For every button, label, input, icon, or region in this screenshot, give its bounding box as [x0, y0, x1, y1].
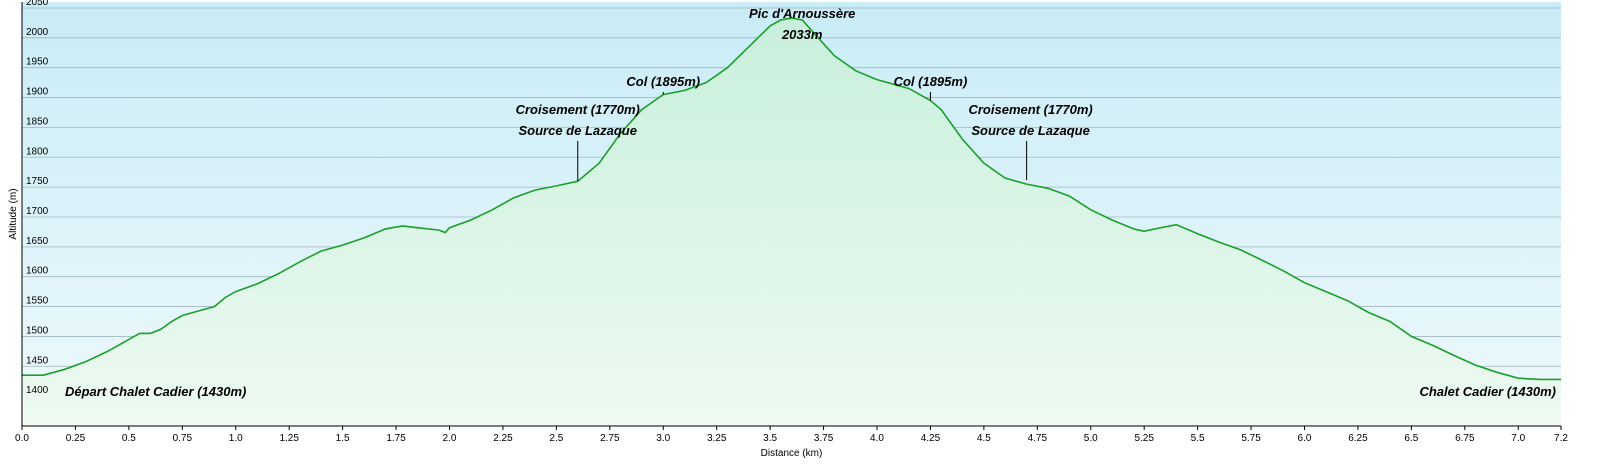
y-tick-label: 1450: [26, 355, 49, 366]
y-tick-label: 1950: [26, 57, 49, 68]
x-axis-ticks: 0.0 0.25 0.5 0.75 1.0 1.25 1.5 1.75 2.0 2.25 2.5 2.…: [15, 426, 1568, 444]
y-tick-label: 1550: [26, 296, 49, 307]
y-tick-label: 1750: [26, 176, 49, 187]
annotation-label: Croisement (1770m): [516, 102, 640, 117]
x-tick-label: 7.2: [1554, 433, 1568, 444]
y-tick-label: 1900: [26, 87, 49, 98]
y-tick-label: 2050: [26, 0, 49, 8]
annotation-label: Source de Lazaque: [519, 123, 637, 138]
elevation-area: [22, 18, 1561, 426]
x-tick-label: 3.0: [656, 433, 670, 444]
x-tick-label: 6.5: [1404, 433, 1418, 444]
x-tick-label: 7.0: [1511, 433, 1525, 444]
x-tick-label: 3.25: [707, 433, 727, 444]
x-tick-label: 2.25: [493, 433, 513, 444]
x-axis-title: Distance (km): [761, 448, 823, 459]
x-tick-label: 1.0: [229, 433, 243, 444]
x-tick-label: 3.5: [763, 433, 777, 444]
y-tick-label: 1650: [26, 236, 49, 247]
y-tick-label: 1400: [26, 385, 49, 396]
annotation-label: Croisement (1770m): [968, 102, 1092, 117]
x-tick-label: 5.0: [1084, 433, 1098, 444]
x-tick-label: 3.75: [814, 433, 834, 444]
x-tick-label: 5.25: [1134, 433, 1154, 444]
y-tick-label: 1850: [26, 116, 49, 127]
x-tick-label: 6.25: [1348, 433, 1368, 444]
x-tick-label: 0.5: [122, 433, 136, 444]
x-tick-label: 6.0: [1298, 433, 1312, 444]
y-tick-label: 1500: [26, 325, 49, 336]
annotation-label: Source de Lazaque: [971, 123, 1089, 138]
x-tick-label: 6.75: [1455, 433, 1475, 444]
annotation-label: 2033m: [781, 27, 823, 42]
x-tick-label: 4.5: [977, 433, 991, 444]
x-tick-label: 0.75: [173, 433, 193, 444]
x-tick-label: 1.25: [279, 433, 299, 444]
annotation-label: Départ Chalet Cadier (1430m): [65, 384, 246, 399]
y-axis-ticks: 1400 1450 1500 1550 1600 1650 1700 1750 1800 1850…: [26, 0, 49, 396]
annotation-label: Col (1895m): [626, 74, 700, 89]
x-tick-label: 0.25: [66, 433, 86, 444]
x-tick-label: 2.75: [600, 433, 620, 444]
y-tick-label: 1800: [26, 146, 49, 157]
x-tick-label: 2.0: [443, 433, 457, 444]
y-tick-label: 1600: [26, 266, 49, 277]
x-tick-label: 4.75: [1028, 433, 1048, 444]
y-tick-label: 2000: [26, 27, 49, 38]
y-tick-label: 1700: [26, 206, 49, 217]
x-tick-label: 4.25: [921, 433, 941, 444]
x-tick-label: 0.0: [15, 433, 29, 444]
x-tick-label: 2.5: [549, 433, 563, 444]
annotation-label: Chalet Cadier (1430m): [1419, 384, 1556, 399]
x-tick-label: 5.75: [1241, 433, 1261, 444]
y-axis-title: Altitude (m): [8, 188, 19, 239]
x-tick-label: 4.0: [870, 433, 884, 444]
x-tick-label: 5.5: [1191, 433, 1205, 444]
x-tick-label: 1.75: [386, 433, 406, 444]
x-tick-label: 1.5: [336, 433, 350, 444]
elevation-line: [22, 17, 1561, 381]
annotation-label: Col (1895m): [894, 74, 968, 89]
annotation-label: Pic d'Arnoussère: [749, 6, 855, 21]
